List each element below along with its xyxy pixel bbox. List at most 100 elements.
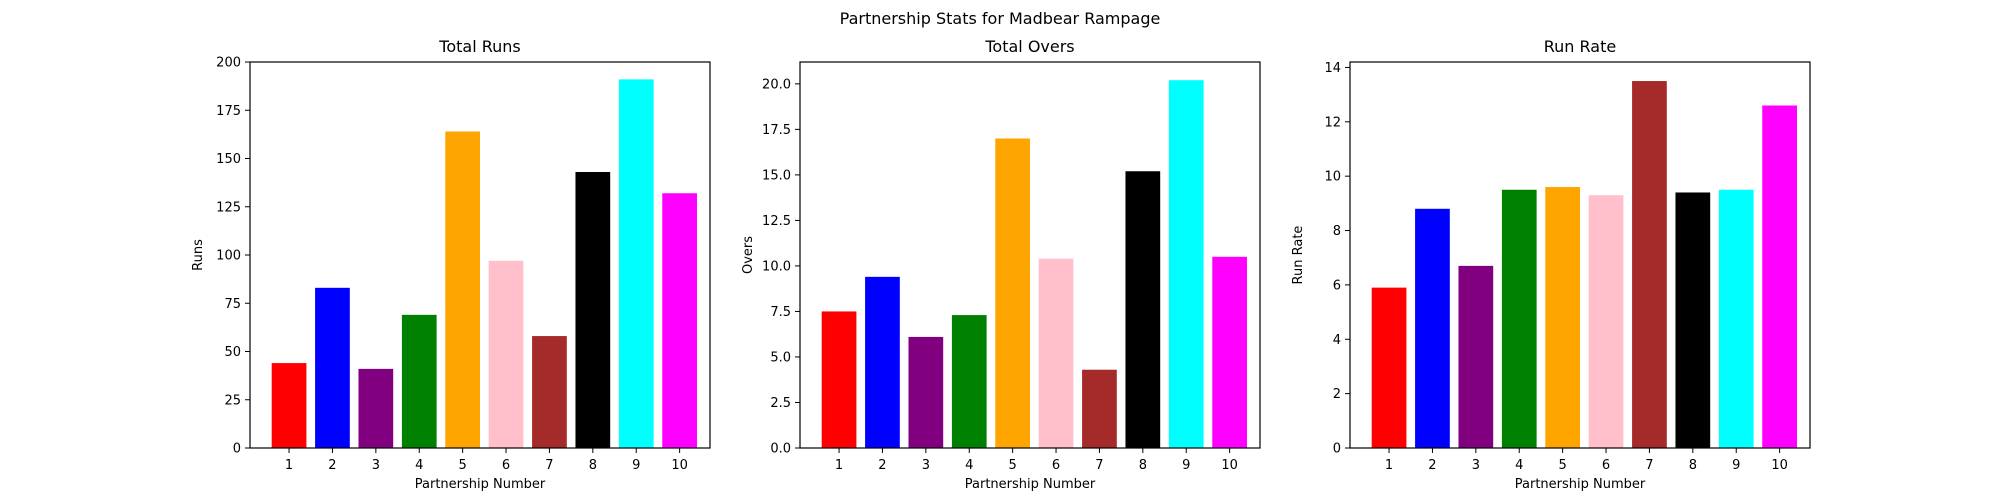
y-tick-label: 12 bbox=[1324, 115, 1341, 130]
y-tick-label: 4 bbox=[1333, 333, 1341, 348]
x-axis-label: Partnership Number bbox=[965, 477, 1096, 492]
axes-title: Total Runs bbox=[438, 37, 520, 56]
bar-1 bbox=[821, 311, 857, 448]
x-tick-label: 8 bbox=[589, 458, 597, 473]
bar-5 bbox=[995, 138, 1030, 448]
x-tick-label: 9 bbox=[1182, 458, 1190, 473]
x-tick-label: 1 bbox=[1385, 458, 1393, 473]
x-tick-label: 7 bbox=[1095, 458, 1103, 473]
bar-2 bbox=[315, 287, 350, 448]
bar-2 bbox=[1415, 208, 1450, 448]
bar-8 bbox=[575, 172, 611, 448]
y-tick-label: 20.0 bbox=[762, 77, 791, 92]
y-tick-label: 25 bbox=[224, 393, 241, 408]
x-tick-label: 1 bbox=[285, 458, 293, 473]
bar-5 bbox=[445, 131, 480, 449]
x-tick-label: 2 bbox=[878, 458, 886, 473]
x-axis-label: Partnership Number bbox=[415, 477, 546, 492]
bar-8 bbox=[1125, 171, 1161, 448]
x-tick-label: 8 bbox=[1139, 458, 1147, 473]
bar-10 bbox=[662, 193, 697, 448]
bar-3 bbox=[1458, 265, 1494, 448]
x-tick-label: 4 bbox=[965, 458, 973, 473]
y-tick-label: 2.5 bbox=[770, 396, 791, 411]
bar-6 bbox=[1588, 195, 1624, 448]
y-axis-label: Overs bbox=[741, 236, 756, 274]
y-tick-label: 17.5 bbox=[762, 123, 791, 138]
bar-6 bbox=[488, 260, 524, 448]
y-tick-label: 150 bbox=[216, 152, 241, 167]
bar-9 bbox=[1718, 189, 1754, 448]
bar-5 bbox=[1545, 187, 1580, 449]
bar-9 bbox=[618, 79, 654, 449]
x-tick-label: 1 bbox=[835, 458, 843, 473]
x-tick-label: 7 bbox=[545, 458, 553, 473]
x-tick-label: 5 bbox=[1559, 458, 1567, 473]
x-tick-label: 5 bbox=[1009, 458, 1017, 473]
x-tick-label: 5 bbox=[459, 458, 467, 473]
y-tick-label: 200 bbox=[216, 56, 241, 71]
x-tick-label: 2 bbox=[328, 458, 336, 473]
y-tick-label: 0 bbox=[233, 442, 241, 457]
x-tick-label: 3 bbox=[1472, 458, 1480, 473]
x-tick-label: 6 bbox=[502, 458, 510, 473]
x-tick-label: 8 bbox=[1689, 458, 1697, 473]
x-tick-label: 10 bbox=[1771, 458, 1788, 473]
bar-4 bbox=[951, 315, 987, 448]
y-tick-label: 100 bbox=[216, 249, 241, 264]
y-tick-label: 125 bbox=[216, 200, 241, 215]
y-axis-label: Runs bbox=[191, 239, 206, 271]
y-tick-label: 10 bbox=[1324, 170, 1341, 185]
x-tick-label: 6 bbox=[1602, 458, 1610, 473]
bar-2 bbox=[865, 276, 900, 448]
bar-8 bbox=[1675, 192, 1711, 448]
bar-9 bbox=[1168, 80, 1204, 449]
y-axis-label: Run Rate bbox=[1291, 226, 1306, 285]
bar-1 bbox=[1371, 287, 1407, 448]
bar-7 bbox=[1082, 369, 1117, 448]
y-tick-label: 14 bbox=[1324, 61, 1341, 76]
y-tick-label: 75 bbox=[224, 297, 241, 312]
bar-10 bbox=[1212, 256, 1247, 448]
bar-3 bbox=[358, 368, 394, 448]
x-tick-label: 3 bbox=[372, 458, 380, 473]
y-tick-label: 5.0 bbox=[770, 350, 791, 365]
y-tick-label: 175 bbox=[216, 104, 241, 119]
axes-title: Run Rate bbox=[1544, 37, 1616, 56]
axes-frame bbox=[1349, 61, 1811, 449]
x-tick-label: 7 bbox=[1645, 458, 1653, 473]
y-tick-label: 10.0 bbox=[762, 259, 791, 274]
bar-1 bbox=[271, 363, 307, 448]
y-tick-label: 8 bbox=[1333, 224, 1341, 239]
figure-title: Partnership Stats for Madbear Rampage bbox=[840, 9, 1161, 28]
y-tick-label: 12.5 bbox=[762, 214, 791, 229]
bar-3 bbox=[908, 336, 944, 448]
y-tick-label: 0.0 bbox=[770, 442, 791, 457]
y-tick-label: 6 bbox=[1333, 278, 1341, 293]
x-tick-label: 4 bbox=[1515, 458, 1523, 473]
x-tick-label: 9 bbox=[1732, 458, 1740, 473]
bar-6 bbox=[1038, 258, 1074, 448]
x-tick-label: 4 bbox=[415, 458, 423, 473]
x-tick-label: 2 bbox=[1428, 458, 1436, 473]
x-tick-label: 6 bbox=[1052, 458, 1060, 473]
bar-4 bbox=[1501, 189, 1537, 448]
axes-frame bbox=[799, 61, 1261, 449]
y-tick-label: 0 bbox=[1333, 442, 1341, 457]
x-axis-label: Partnership Number bbox=[1515, 477, 1646, 492]
x-tick-label: 9 bbox=[632, 458, 640, 473]
y-tick-label: 7.5 bbox=[770, 305, 791, 320]
subplot-2: 1 2 3 4 5 6 7 8 9 10 0.0 2.5 5.0 7.5 10.0 12.5 15.0 17.5 2… bbox=[741, 37, 1261, 492]
y-tick-label: 50 bbox=[224, 345, 241, 360]
bar-4 bbox=[401, 314, 437, 448]
x-tick-label: 10 bbox=[671, 458, 688, 473]
axes-title: Total Overs bbox=[984, 37, 1074, 56]
y-tick-label: 2 bbox=[1333, 387, 1341, 402]
bar-7 bbox=[1632, 81, 1667, 448]
x-tick-label: 3 bbox=[922, 458, 930, 473]
bar-10 bbox=[1762, 105, 1797, 449]
